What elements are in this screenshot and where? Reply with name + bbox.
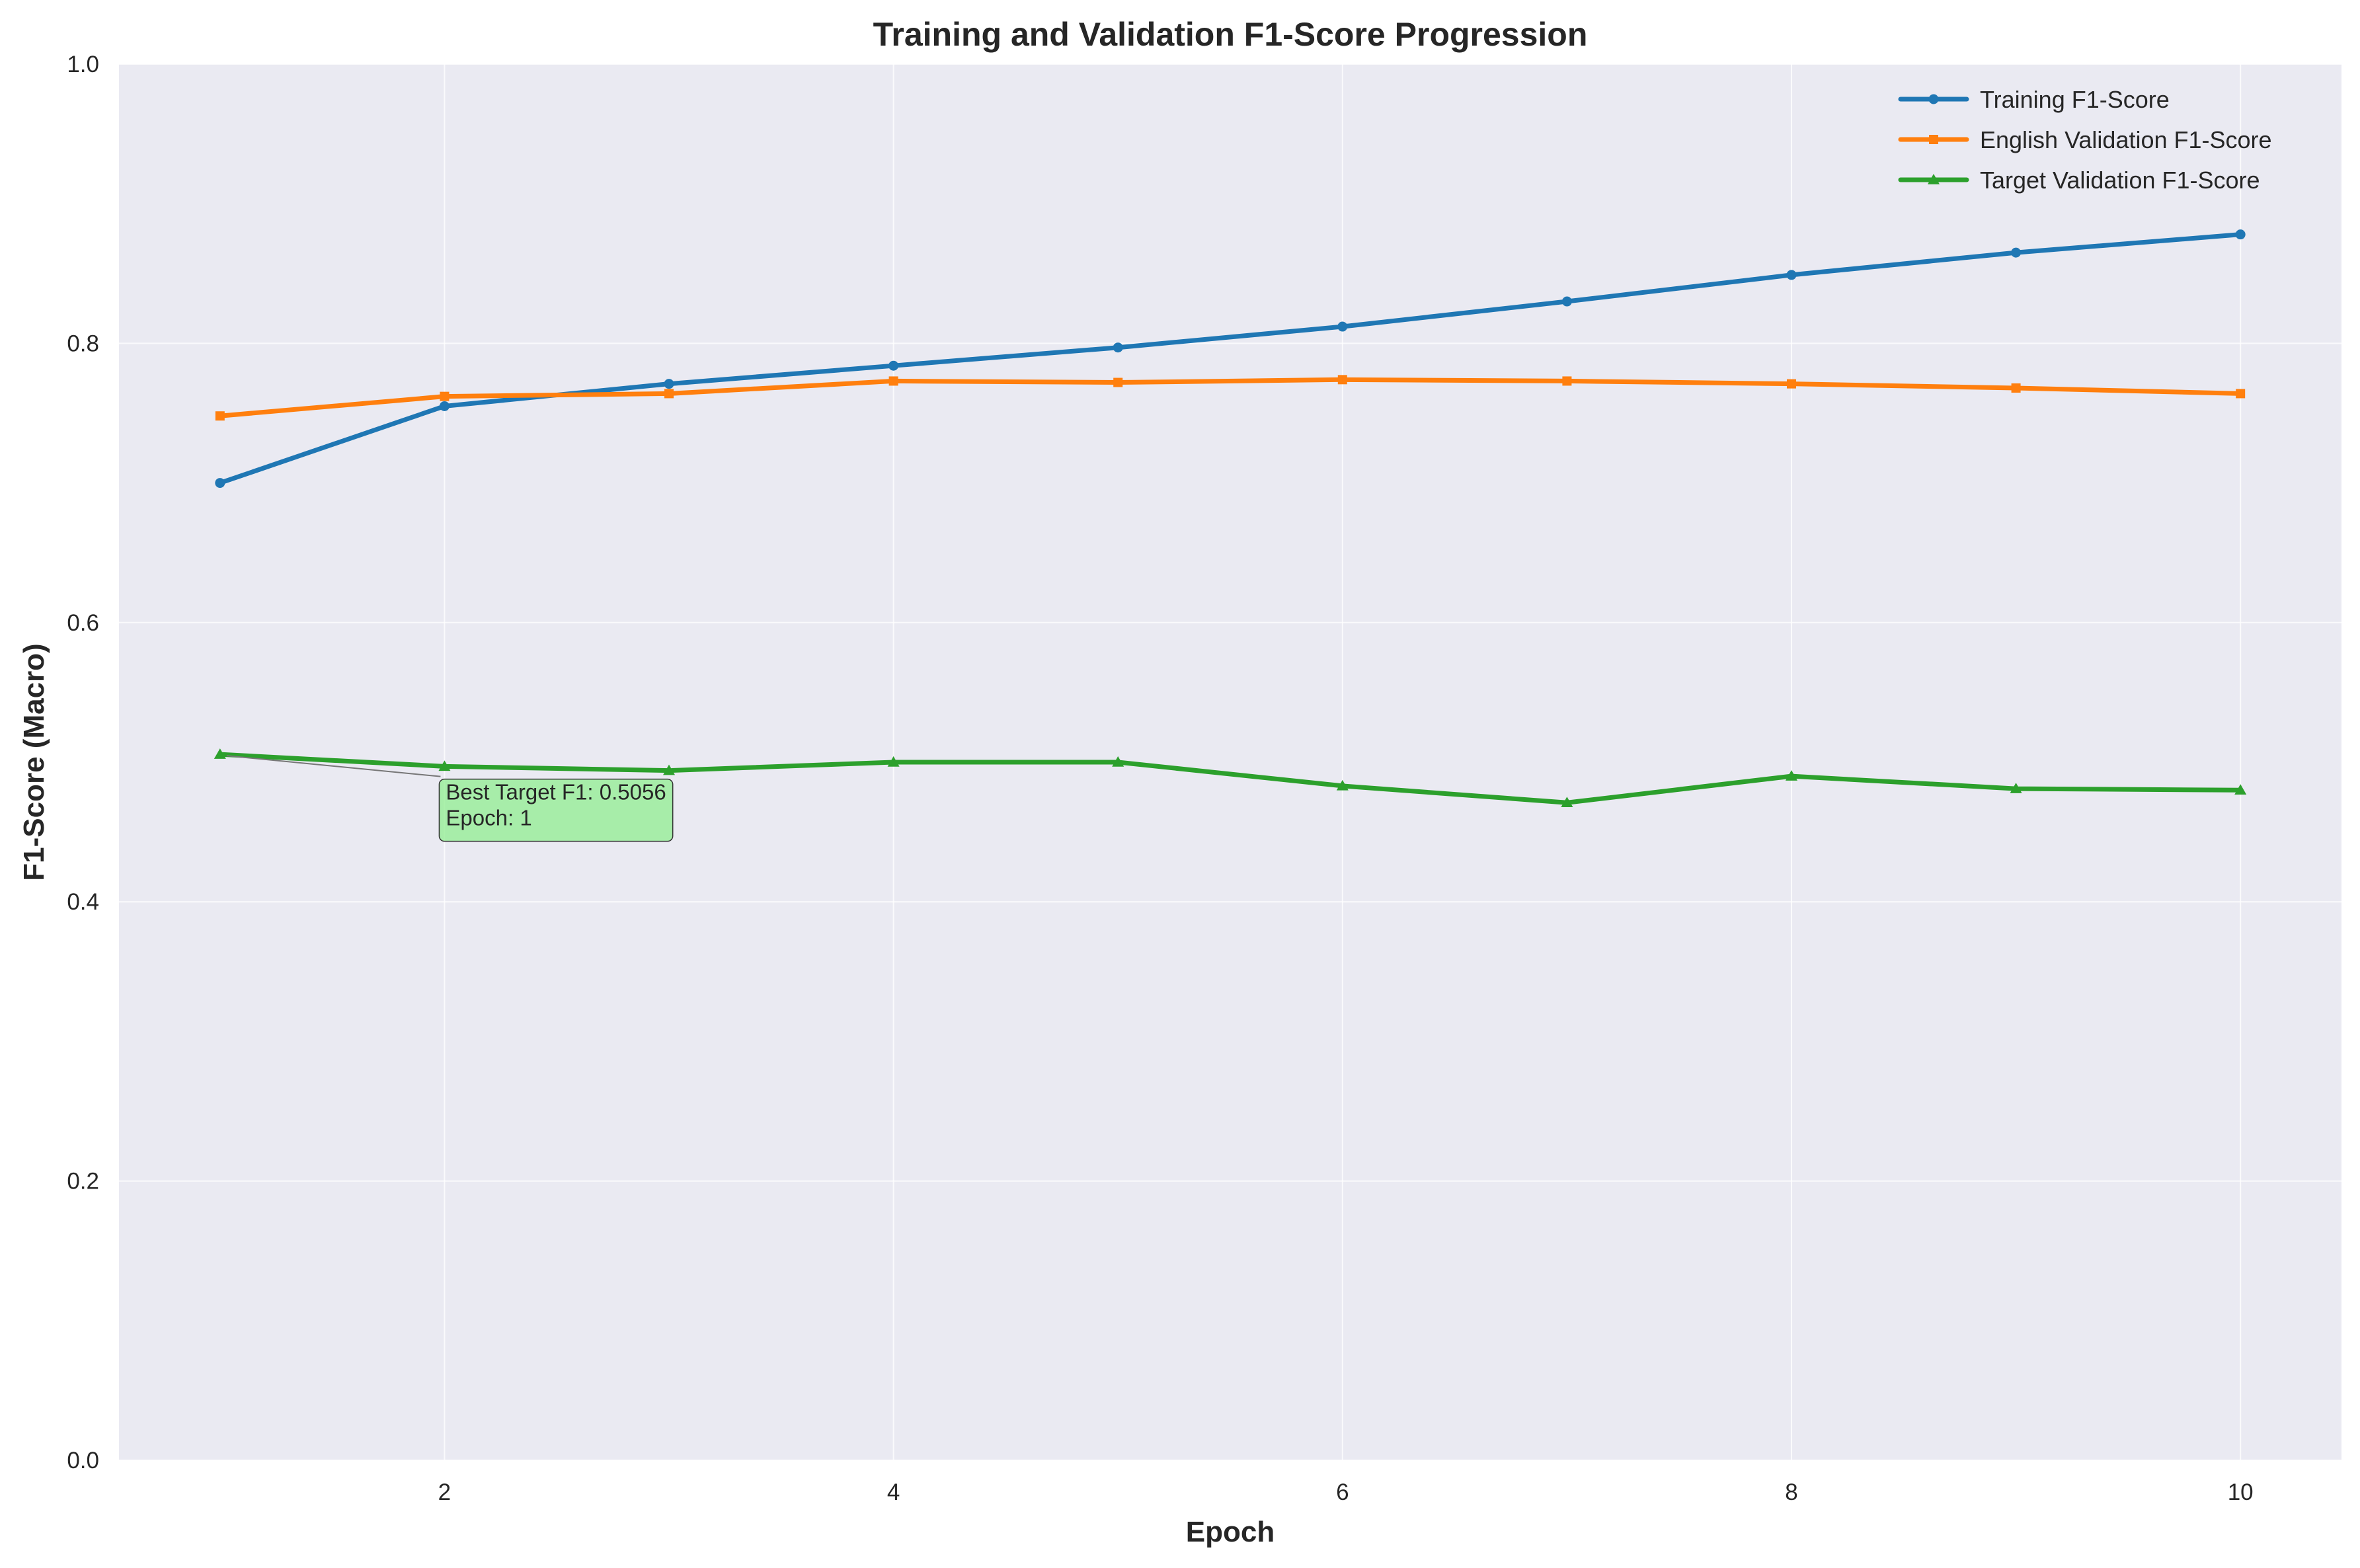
series-2 <box>215 375 2246 421</box>
data-point <box>888 376 898 386</box>
data-point <box>1337 321 1348 332</box>
series-line <box>217 377 2243 418</box>
y-tick-label: 1.0 <box>67 52 99 77</box>
best-target-annotation: Best Target F1: 0.5056 Epoch: 1 <box>226 755 674 842</box>
data-point <box>2011 247 2022 258</box>
data-point <box>888 360 899 371</box>
series-3 <box>214 748 2247 807</box>
x-tick-label: 10 <box>2228 1479 2254 1505</box>
legend-item-2: English Validation F1-Score <box>1898 126 2272 153</box>
x-tick-label: 2 <box>438 1479 451 1505</box>
data-point <box>664 379 674 389</box>
data-point <box>1336 779 1349 791</box>
data-point <box>1562 376 1572 386</box>
data-point <box>1786 379 1796 389</box>
y-tick-label: 0.6 <box>67 610 99 636</box>
data-point <box>438 760 451 771</box>
legend-label: Training F1-Score <box>1980 86 2170 113</box>
legend-marker <box>1928 94 1939 104</box>
data-point <box>1112 756 1124 767</box>
data-point <box>1113 377 1123 387</box>
grid-lines <box>119 63 2341 1461</box>
data-point <box>440 391 450 401</box>
data-point <box>663 764 676 775</box>
legend-item-1: Training F1-Score <box>1898 86 2170 113</box>
y-tick-label: 0.8 <box>67 331 99 356</box>
legend-marker <box>1929 135 1938 144</box>
data-point <box>215 411 225 421</box>
data-point <box>439 401 450 411</box>
data-point <box>887 756 900 767</box>
legend: Training F1-Score English Validation F1-S… <box>1898 86 2272 194</box>
y-tick-label: 0.4 <box>67 889 99 915</box>
x-tick-label: 4 <box>887 1479 900 1505</box>
data-point <box>1785 770 1797 781</box>
y-axis-label: F1-Score (Macro) <box>18 643 50 881</box>
data-point <box>2235 229 2246 240</box>
data-point <box>214 748 226 759</box>
legend-label: Target Validation F1-Score <box>1980 167 2260 194</box>
data-point <box>1561 296 1572 307</box>
annotation-box <box>438 778 674 842</box>
y-tick-label: 0.0 <box>67 1448 99 1473</box>
y-tick-label: 0.2 <box>67 1169 99 1195</box>
legend-item-3: Target Validation F1-Score <box>1898 167 2260 194</box>
data-point <box>2234 784 2247 795</box>
data-point <box>664 389 674 399</box>
annotation-arrow <box>226 755 441 777</box>
data-point <box>2236 389 2246 399</box>
series-line <box>217 752 2243 805</box>
data-point <box>2010 783 2022 793</box>
annotation-text-epoch: Epoch: 1 <box>446 806 531 830</box>
data-point <box>1786 270 1797 280</box>
axis-ticks: 2 4 6 8 10 0.0 0.2 0.4 0.6 0.8 1.0 <box>67 52 2253 1505</box>
x-tick-label: 6 <box>1336 1479 1349 1505</box>
annotation-text-best: Best Target F1: 0.5056 <box>446 780 666 804</box>
legend-label: English Validation F1-Score <box>1980 126 2272 153</box>
x-axis-label: Epoch <box>1186 1516 1275 1548</box>
legend-marker <box>1928 174 1940 184</box>
data-point <box>2011 383 2021 393</box>
data-point <box>1561 797 1573 807</box>
data-point <box>1337 375 1347 385</box>
series-lines <box>214 229 2247 807</box>
chart-title: Training and Validation F1-Score Progres… <box>873 16 1588 53</box>
data-point <box>1113 342 1123 353</box>
data-point <box>215 478 225 489</box>
x-tick-label: 8 <box>1785 1479 1797 1505</box>
plot-area <box>119 64 2341 1460</box>
